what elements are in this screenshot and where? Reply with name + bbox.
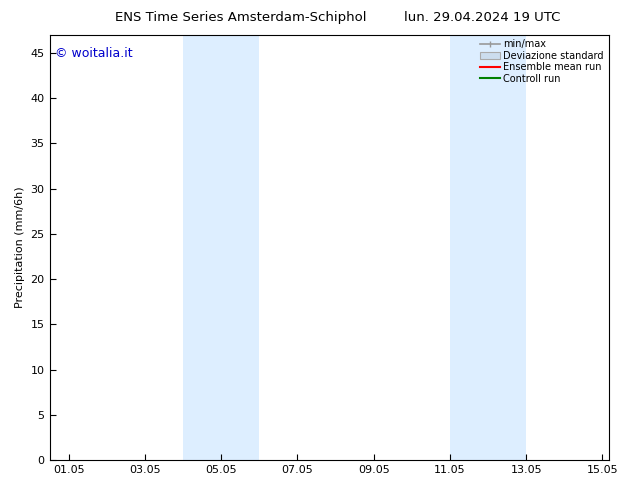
Text: lun. 29.04.2024 19 UTC: lun. 29.04.2024 19 UTC xyxy=(404,11,560,24)
Y-axis label: Precipitation (mm/6h): Precipitation (mm/6h) xyxy=(15,187,25,308)
Legend: min/max, Deviazione standard, Ensemble mean run, Controll run: min/max, Deviazione standard, Ensemble m… xyxy=(477,37,607,87)
Bar xyxy=(450,35,526,460)
Bar xyxy=(183,35,259,460)
Text: © woitalia.it: © woitalia.it xyxy=(55,48,133,60)
Text: ENS Time Series Amsterdam-Schiphol: ENS Time Series Amsterdam-Schiphol xyxy=(115,11,366,24)
